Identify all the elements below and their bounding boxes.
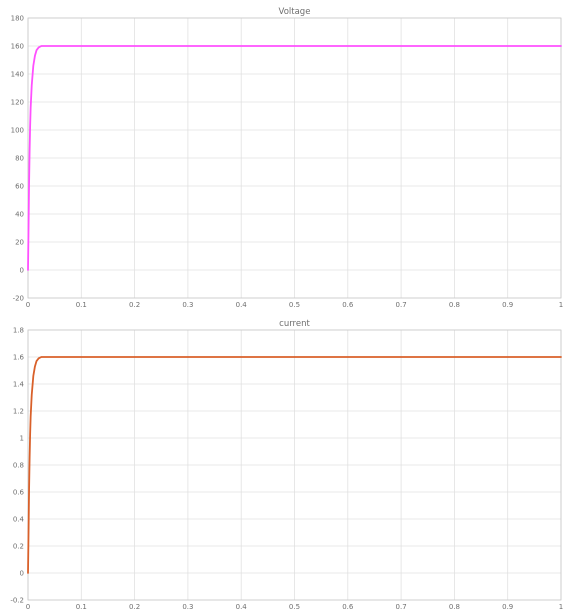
current-x-tick-label: 0.6 (342, 603, 354, 609)
voltage-x-tick-label: 0.7 (396, 301, 407, 309)
current-x-tick-label: 0.8 (449, 603, 460, 609)
current-x-tick-label: 0.3 (182, 603, 193, 609)
current-y-tick-label: -0.2 (10, 597, 24, 605)
voltage-x-tick-label: 0.8 (449, 301, 460, 309)
current-x-tick-label: 1 (559, 603, 563, 609)
voltage-title: Voltage (279, 7, 311, 17)
current-plot: 0 0.1 0.2 0.3 0.4 0.5 0.6 0.7 0.8 0.9 1-0.200.20.4… (10, 319, 563, 609)
voltage-y-tick-label: 140 (11, 71, 24, 79)
voltage-y-tick-label: 180 (11, 15, 24, 23)
current-x-tick-label: 0.5 (289, 603, 300, 609)
voltage-y-tick-label: 0 (20, 267, 24, 275)
voltage-x-tick-label: 0.1 (76, 301, 87, 309)
current-series-line (27, 356, 562, 574)
voltage-x-tick-label: 0.3 (182, 301, 193, 309)
current-x-tick-label: 0 (26, 603, 30, 609)
current-y-tick-label: 0.8 (13, 462, 24, 470)
current-y-tick-label: 1.8 (13, 327, 24, 335)
current-y-tick-label: 0.6 (13, 489, 25, 497)
current-x-tick-label: 0.1 (76, 603, 87, 609)
current-y-tick-label: 1.4 (13, 381, 25, 389)
voltage-y-tick-label: 60 (15, 183, 24, 191)
voltage-x-tick-label: 0.9 (502, 301, 513, 309)
current-y-tick-label: 1 (20, 435, 24, 443)
current-y-tick-label: 0.2 (13, 543, 24, 551)
current-axes-frame (27, 329, 562, 601)
voltage-x-tick-label: 0.2 (129, 301, 140, 309)
voltage-y-tick-label: 40 (15, 211, 24, 219)
current-y-tick-label: 0 (20, 570, 24, 578)
voltage-axes-frame (27, 17, 562, 299)
current-y-tick-label: 1.2 (13, 408, 24, 416)
voltage-plot: 0 0.1 0.2 0.3 0.4 0.5 0.6 0.7 0.8 0.9 1-2002040608… (11, 7, 564, 309)
current-title: current (279, 319, 310, 329)
current-x-tick-label: 0.4 (236, 603, 248, 609)
voltage-x-tick-label: 1 (559, 301, 563, 309)
voltage-x-tick-label: 0 (26, 301, 30, 309)
voltage-y-tick-label: 120 (11, 99, 24, 107)
voltage-y-tick-label: -20 (13, 295, 24, 303)
voltage-y-tick-label: 160 (11, 43, 24, 51)
voltage-series-line (27, 45, 562, 271)
current-y-tick-label: 0.4 (13, 516, 25, 524)
current-y-tick-label: 1.6 (13, 354, 25, 362)
current-x-tick-label: 0.7 (396, 603, 407, 609)
voltage-x-tick-label: 0.6 (342, 301, 354, 309)
current-x-tick-label: 0.9 (502, 603, 513, 609)
voltage-x-tick-label: 0.5 (289, 301, 300, 309)
voltage-x-tick-label: 0.4 (236, 301, 248, 309)
voltage-y-tick-label: 80 (15, 155, 24, 163)
voltage-y-tick-label: 20 (15, 239, 24, 247)
voltage-y-tick-label: 100 (11, 127, 24, 135)
current-x-tick-label: 0.2 (129, 603, 140, 609)
